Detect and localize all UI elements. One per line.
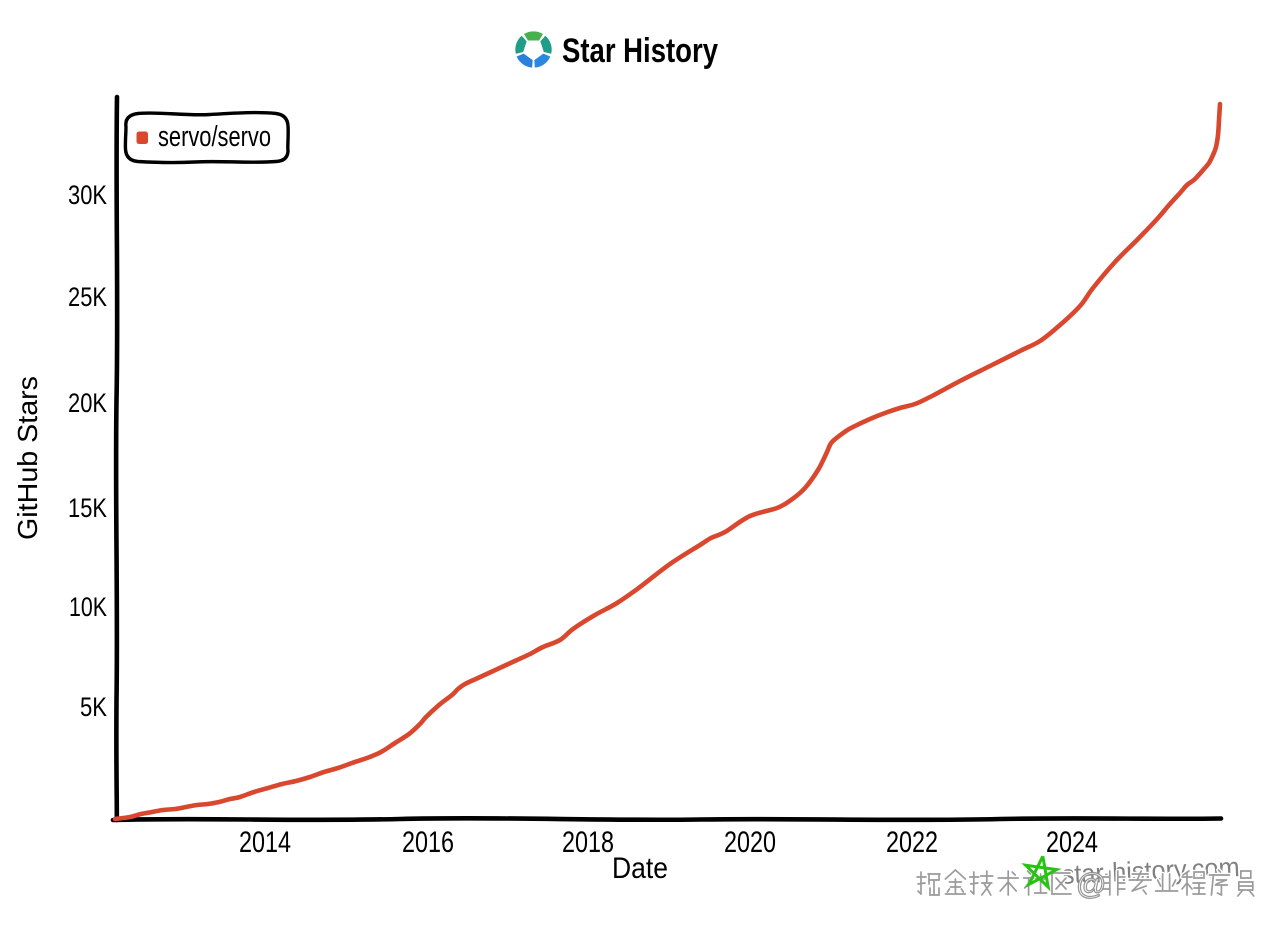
svg-text:25K: 25K: [68, 282, 107, 312]
svg-text:2020: 2020: [724, 826, 776, 859]
svg-text:Star History: Star History: [562, 32, 718, 70]
svg-text:30K: 30K: [68, 180, 107, 210]
svg-text:2014: 2014: [239, 826, 291, 859]
svg-text:2018: 2018: [562, 826, 614, 859]
svg-text:GitHub Stars: GitHub Stars: [12, 376, 43, 540]
svg-text:2024: 2024: [1046, 826, 1098, 859]
svg-text:@: @: [1076, 868, 1106, 901]
svg-text:servo/servo: servo/servo: [158, 121, 271, 153]
svg-text:2016: 2016: [402, 826, 454, 859]
svg-text:2022: 2022: [886, 826, 938, 859]
svg-text:Date: Date: [612, 852, 668, 885]
svg-text:15K: 15K: [68, 493, 107, 523]
svg-text:20K: 20K: [68, 388, 107, 418]
svg-text:5K: 5K: [80, 692, 107, 722]
svg-text:10K: 10K: [69, 592, 107, 622]
